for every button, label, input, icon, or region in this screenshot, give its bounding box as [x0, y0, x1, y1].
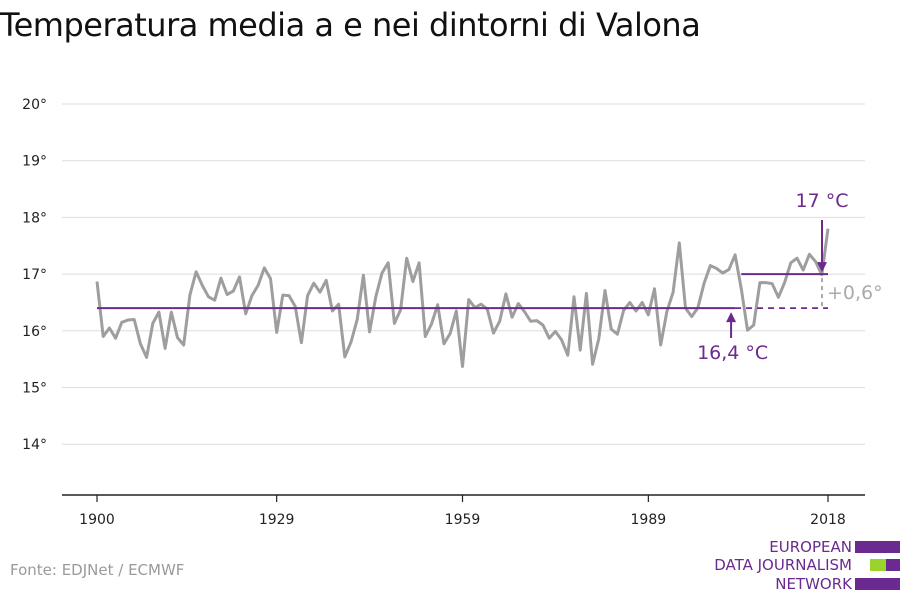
x-tick-label: 1959	[445, 512, 481, 528]
difference-label: +0,6°	[827, 282, 883, 304]
logo-bar-3	[855, 578, 900, 590]
logo-line-2: DATA JOURNALISM	[714, 556, 852, 574]
baseline-average-label: 16,4 °C	[697, 342, 768, 364]
logo-line-1: EUROPEAN	[769, 538, 852, 556]
y-tick-label: 18°	[22, 210, 47, 226]
annotations: 17 °C 16,4 °C +0,6°	[97, 190, 883, 364]
x-tick-label: 1989	[631, 512, 667, 528]
x-tick-label: 2018	[810, 512, 846, 528]
y-tick-labels: 14° 15° 16° 17° 18° 19° 20°	[22, 97, 47, 453]
y-tick-label: 20°	[22, 97, 47, 113]
recent-arrow-head	[817, 262, 827, 273]
logo-line-3: NETWORK	[775, 575, 852, 593]
y-tick-label: 17°	[22, 267, 47, 283]
x-axis: 1900 1929 1959 1989 2018	[62, 494, 865, 528]
chart-title: Temperatura media a e nei dintorni di Va…	[0, 6, 701, 44]
y-tick-label: 16°	[22, 324, 47, 340]
recent-average-label: 17 °C	[796, 190, 849, 212]
logo-bar-2	[870, 559, 886, 571]
y-tick-label: 19°	[22, 154, 47, 170]
baseline-arrow-head	[726, 312, 737, 323]
temperature-chart: 14° 15° 16° 17° 18° 19° 20° 1900 1929 1959 1989 20…	[22, 97, 883, 528]
x-tick-label: 1900	[79, 512, 115, 528]
y-tick-label: 14°	[22, 437, 47, 453]
source-note: Fonte: EDJNet / ECMWF	[10, 561, 185, 579]
y-tick-label: 15°	[22, 381, 47, 397]
temperature-series	[95, 228, 830, 368]
edjnet-logo[interactable]: EUROPEAN DATA JOURNALISM NETWORK	[700, 538, 900, 600]
x-tick-label: 1929	[259, 512, 295, 528]
temperature-line	[95, 228, 830, 368]
logo-bar-2-end	[886, 559, 900, 571]
logo-bar-1	[855, 541, 900, 553]
